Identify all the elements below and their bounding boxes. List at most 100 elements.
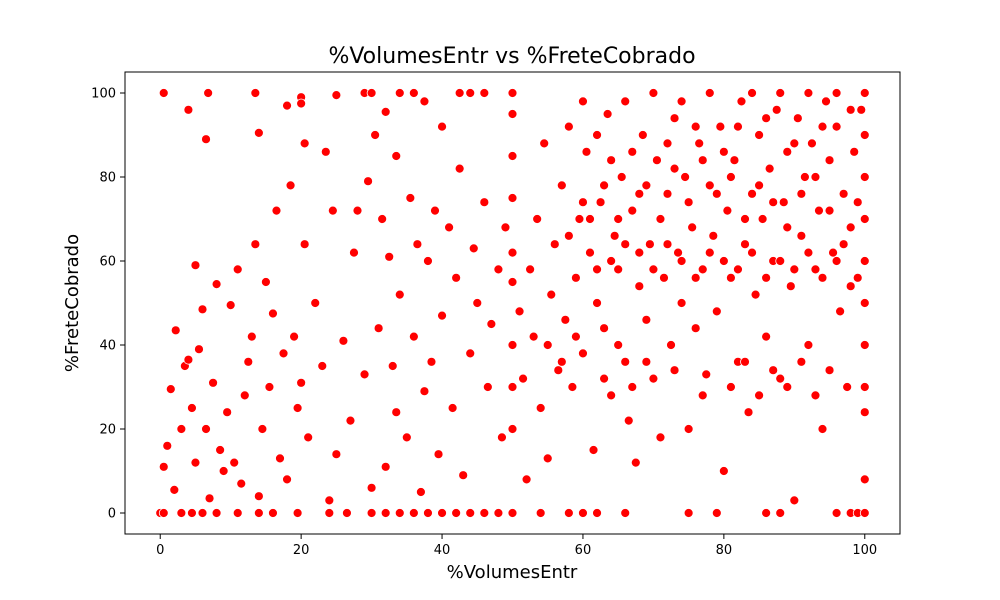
data-point: [659, 272, 669, 283]
data-point: [493, 508, 504, 518]
data-point: [578, 348, 588, 359]
data-point: [821, 96, 831, 107]
data-point: [454, 88, 465, 98]
data-point: [592, 130, 602, 140]
data-point: [507, 151, 518, 161]
points-layer: [155, 88, 870, 518]
data-point: [331, 449, 342, 460]
data-point: [859, 340, 870, 350]
data-point: [669, 365, 680, 376]
data-point: [243, 356, 254, 367]
data-point: [817, 272, 828, 283]
data-point: [158, 508, 169, 518]
data-point: [733, 121, 743, 132]
data-point: [606, 256, 617, 266]
data-point: [683, 508, 694, 518]
data-point: [859, 382, 870, 392]
data-point: [408, 508, 419, 518]
data-point: [170, 325, 181, 336]
data-point: [733, 264, 743, 275]
data-point: [750, 289, 761, 300]
data-point: [268, 308, 278, 319]
data-point: [585, 214, 595, 224]
data-point: [775, 373, 786, 384]
data-point: [859, 214, 870, 224]
data-point: [704, 88, 715, 98]
data-point: [444, 222, 454, 233]
data-point: [197, 304, 208, 315]
data-point: [838, 188, 849, 199]
data-point: [789, 264, 800, 275]
data-point: [560, 314, 571, 325]
data-point: [345, 415, 356, 426]
data-point: [162, 440, 173, 451]
data-point: [253, 491, 264, 502]
data-point: [842, 382, 853, 392]
data-point: [676, 256, 687, 266]
data-point: [394, 508, 405, 518]
data-point: [701, 369, 712, 380]
data-point: [796, 188, 807, 199]
data-point: [327, 205, 338, 216]
data-point: [673, 247, 683, 258]
data-point: [606, 155, 617, 166]
data-point: [268, 508, 278, 518]
data-point: [782, 222, 793, 233]
data-point: [405, 193, 416, 203]
data-point: [246, 331, 257, 342]
data-point: [648, 373, 659, 384]
data-point: [620, 96, 631, 107]
data-point: [187, 403, 197, 413]
data-point: [479, 88, 490, 98]
data-point: [609, 230, 620, 241]
data-point: [775, 508, 786, 518]
y-axis-label: %FreteCobrado: [62, 234, 83, 372]
data-point: [856, 104, 867, 115]
data-point: [606, 390, 617, 401]
data-point: [215, 445, 226, 455]
data-point: [416, 487, 426, 497]
data-point: [694, 138, 705, 149]
x-tick-label: 80: [716, 543, 733, 558]
data-point: [648, 264, 659, 275]
data-point: [556, 180, 567, 191]
data-point: [282, 100, 292, 111]
data-point: [278, 348, 289, 359]
data-point: [451, 508, 462, 518]
data-point: [859, 256, 870, 266]
data-point: [775, 88, 786, 98]
x-axis: 0 20 40 60 80 100: [156, 534, 877, 558]
data-point: [736, 96, 747, 107]
data-point: [211, 279, 222, 290]
data-point: [563, 230, 574, 241]
data-point: [430, 205, 440, 216]
y-tick-label: 40: [99, 339, 116, 354]
data-point: [627, 205, 638, 216]
data-point: [377, 214, 388, 224]
data-point: [528, 331, 539, 342]
data-point: [683, 197, 694, 208]
data-point: [697, 155, 708, 166]
data-point: [525, 264, 536, 275]
data-point: [419, 96, 430, 107]
data-point: [690, 323, 701, 334]
data-point: [299, 239, 310, 250]
data-point: [201, 424, 211, 434]
data-point: [387, 361, 398, 371]
data-point: [549, 239, 560, 250]
data-point: [532, 214, 543, 224]
data-point: [546, 289, 557, 300]
data-point: [634, 188, 645, 199]
data-point: [859, 298, 870, 308]
data-point: [363, 176, 373, 187]
data-point: [500, 222, 511, 233]
data-point: [669, 113, 680, 124]
data-point: [796, 356, 807, 367]
data-point: [740, 239, 750, 250]
data-point: [542, 340, 553, 350]
data-point: [627, 146, 638, 157]
data-point: [824, 365, 835, 376]
data-point: [623, 415, 634, 426]
data-point: [669, 163, 680, 174]
data-point: [792, 113, 803, 124]
